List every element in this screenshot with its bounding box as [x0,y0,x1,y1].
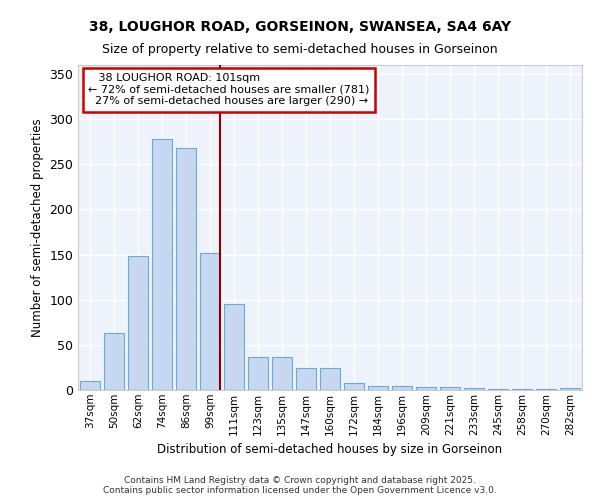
Bar [200,253,220,390]
Bar [368,386,388,390]
Bar [80,381,100,390]
Bar [248,356,268,390]
Bar [272,356,292,390]
Text: 38 LOUGHOR ROAD: 101sqm
← 72% of semi-detached houses are smaller (781)
  27% of: 38 LOUGHOR ROAD: 101sqm ← 72% of semi-de… [88,73,370,106]
Bar [224,304,244,390]
Bar [488,389,508,390]
Bar [560,388,580,390]
Bar [320,368,340,390]
Bar [104,333,124,390]
Text: 38, LOUGHOR ROAD, GORSEINON, SWANSEA, SA4 6AY: 38, LOUGHOR ROAD, GORSEINON, SWANSEA, SA… [89,20,511,34]
Bar [512,389,532,390]
Bar [344,383,364,390]
Bar [296,368,316,390]
Bar [416,388,436,390]
Bar [440,388,460,390]
Text: Contains HM Land Registry data © Crown copyright and database right 2025.
Contai: Contains HM Land Registry data © Crown c… [103,476,497,495]
Bar [464,388,484,390]
X-axis label: Distribution of semi-detached houses by size in Gorseinon: Distribution of semi-detached houses by … [157,443,503,456]
Bar [176,148,196,390]
Y-axis label: Number of semi-detached properties: Number of semi-detached properties [31,118,44,337]
Bar [392,386,412,390]
Bar [128,256,148,390]
Bar [536,389,556,390]
Bar [152,139,172,390]
Text: Size of property relative to semi-detached houses in Gorseinon: Size of property relative to semi-detach… [102,42,498,56]
